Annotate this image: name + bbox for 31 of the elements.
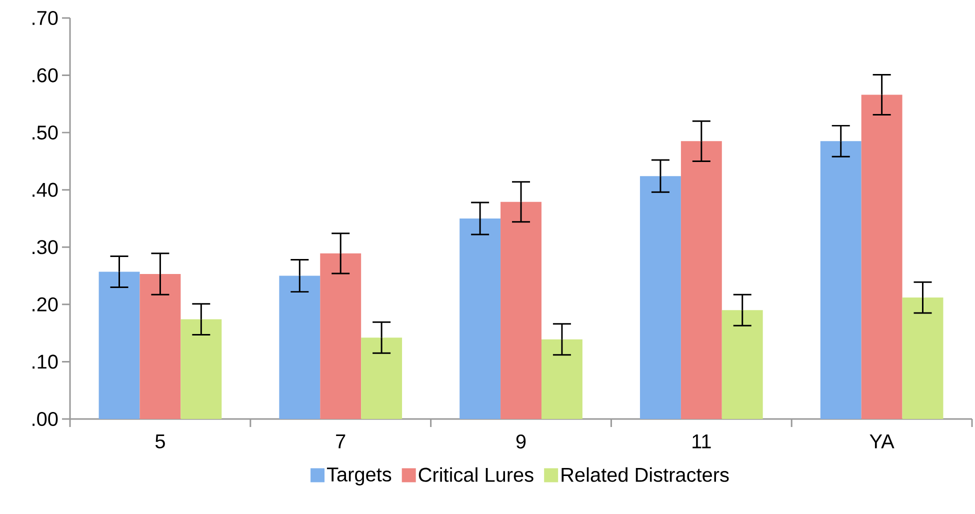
y-tick-label: .50	[32, 126, 58, 140]
bar	[680, 141, 722, 419]
x-tick-label: 11	[692, 434, 711, 448]
bar	[140, 274, 181, 419]
legend-label: Critical Lures	[418, 467, 534, 482]
x-tick-label: 5	[155, 434, 165, 448]
y-tick-label: .60	[32, 68, 58, 82]
bar	[361, 338, 402, 419]
y-tick-label: .30	[32, 240, 58, 254]
bar	[279, 276, 320, 419]
y-tick-label: .10	[32, 354, 58, 369]
bar	[902, 298, 944, 419]
y-tick-label: .00	[32, 412, 58, 426]
legend-label: Related Distracters	[562, 467, 729, 482]
y-tick-label: .20	[32, 297, 58, 312]
bar	[722, 310, 763, 419]
x-tick-label: 9	[516, 434, 526, 449]
bar	[541, 339, 582, 419]
bar	[320, 253, 362, 419]
y-tick-label: .70	[32, 10, 58, 26]
bar	[180, 319, 222, 419]
bar	[98, 272, 140, 419]
bar	[861, 94, 902, 419]
x-tick-label: YA	[870, 434, 894, 448]
bar	[640, 176, 681, 419]
y-tick-label: .40	[32, 182, 58, 197]
x-tick-label: 7	[336, 434, 346, 448]
bar	[460, 218, 501, 419]
legend-label: Targets	[326, 468, 392, 486]
bar	[820, 141, 862, 419]
bar	[500, 202, 542, 419]
